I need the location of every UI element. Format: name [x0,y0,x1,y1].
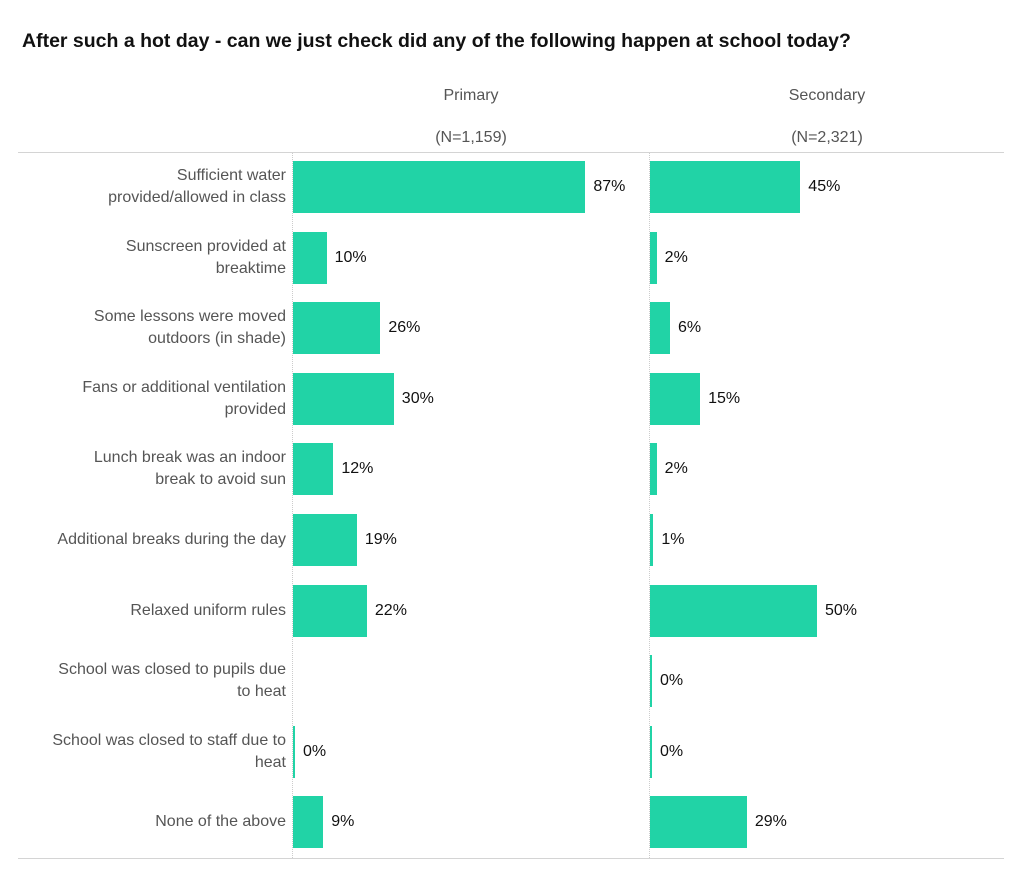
data-label-primary: 0% [303,742,327,760]
top-rule [18,152,1004,153]
bar-primary [293,796,324,849]
category-label: Sunscreen provided at breaktime [125,237,286,277]
data-label-primary: 10% [334,248,367,266]
data-label-secondary: 45% [808,178,841,195]
category-label: Relaxed uniform rules [130,601,286,619]
data-label-secondary: 0% [660,742,684,760]
bar-primary [293,443,334,496]
data-label-secondary: 50% [825,601,858,619]
bar-secondary [650,796,747,849]
bar-secondary [650,302,671,355]
panel-header-primary: Primary [443,87,499,104]
bar-secondary [650,584,817,637]
data-label-secondary: 0% [660,672,684,690]
category-label: School was closed to staff due to heat [52,731,286,771]
bar-secondary [650,655,652,708]
data-label-secondary: 29% [754,813,787,831]
data-label-secondary: 2% [664,248,688,266]
bar-secondary [650,443,657,496]
bar-secondary [650,514,654,566]
data-label-secondary: 15% [708,389,741,407]
bar-primary [293,302,381,355]
data-label-secondary: 6% [678,319,702,337]
bar-secondary [650,725,652,778]
category-label: None of the above [155,813,286,831]
category-label: Additional breaks during the day [57,531,286,548]
bar-primary [293,372,394,425]
data-label-primary: 12% [341,460,374,478]
bar-secondary [650,372,701,425]
data-label-primary: 30% [401,389,434,407]
bar-secondary [650,161,801,213]
bar-primary [293,584,367,637]
bar-primary [293,161,586,213]
data-label-secondary: 1% [661,531,685,548]
data-label-secondary: 2% [664,460,688,478]
bar-primary [293,231,327,284]
bottom-rule [18,858,1004,859]
data-label-primary: 9% [331,813,355,831]
data-label-primary: 22% [374,601,407,619]
data-label-primary: 26% [388,319,421,337]
data-label-primary: 19% [364,531,397,548]
chart-title: After such a hot day - can we just check… [22,30,851,52]
category-label: Some lessons were moved outdoors (in sha… [93,308,286,348]
category-label: Fans or additional ventilation provided [82,378,286,418]
data-label-primary: 87% [593,178,626,195]
primary-axis [292,153,293,858]
panel-header-secondary: Secondary [788,87,866,104]
bar-secondary [650,231,657,284]
category-label: School was closed to pupils due to heat [58,661,286,701]
bar-primary [293,514,357,566]
category-label: Lunch break was an indoor break to avoid… [93,449,286,489]
panel-n-secondary: (N=2,321) [791,129,863,146]
category-label: Sufficient water provided/allowed in cla… [108,167,286,206]
panel-n-primary: (N=1,159) [435,129,507,146]
secondary-axis [649,153,650,858]
bar-primary [293,725,295,778]
